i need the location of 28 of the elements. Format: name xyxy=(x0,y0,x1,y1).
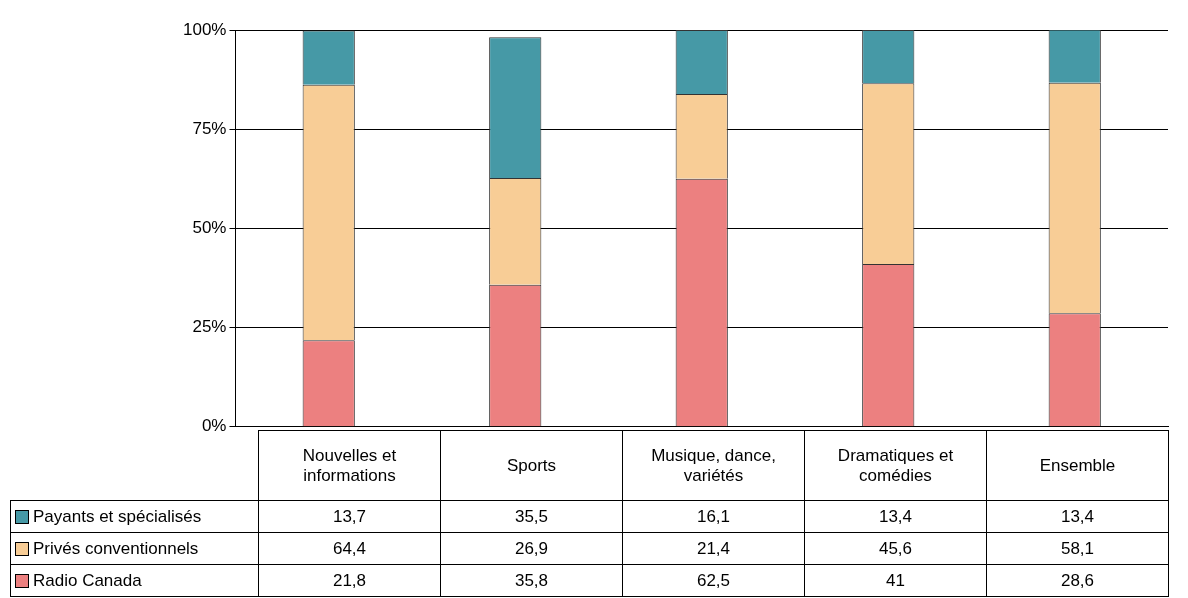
legend-label: Radio Canada xyxy=(10,564,259,597)
x-tick-label: Nouvelles et informations xyxy=(258,430,441,501)
y-tick-label: 75% xyxy=(192,118,227,138)
x-tick-label: Dramatiques et comédies xyxy=(804,430,987,501)
y-tick-label: 50% xyxy=(192,218,227,238)
legend-label: Privés conventionnels xyxy=(10,532,259,565)
data-label: 26,9 xyxy=(440,532,623,565)
x-tick-label: Sports xyxy=(440,430,623,501)
y-tick-label: 0% xyxy=(201,416,227,436)
legend-label: Payants et spécialisés xyxy=(10,500,259,533)
data-label: 45,6 xyxy=(804,532,987,565)
data-label: 41 xyxy=(804,564,987,597)
data-label: 16,1 xyxy=(622,500,805,533)
data-label: 13,4 xyxy=(986,500,1169,533)
x-tick-label: Ensemble xyxy=(986,430,1169,501)
y-tick-label: 25% xyxy=(192,317,227,337)
data-label: 28,6 xyxy=(986,564,1169,597)
data-label: 13,4 xyxy=(804,500,987,533)
data-label: 58,1 xyxy=(986,532,1169,565)
x-tick-label: Musique, dance, variétés xyxy=(622,430,805,501)
data-label: 64,4 xyxy=(258,532,441,565)
data-label: 21,4 xyxy=(622,532,805,565)
data-label: 35,8 xyxy=(440,564,623,597)
data-label: 35,5 xyxy=(440,500,623,533)
data-label: 21,8 xyxy=(258,564,441,597)
data-label: 62,5 xyxy=(622,564,805,597)
y-tick-label: 100% xyxy=(183,19,227,39)
data-label: 13,7 xyxy=(258,500,441,533)
